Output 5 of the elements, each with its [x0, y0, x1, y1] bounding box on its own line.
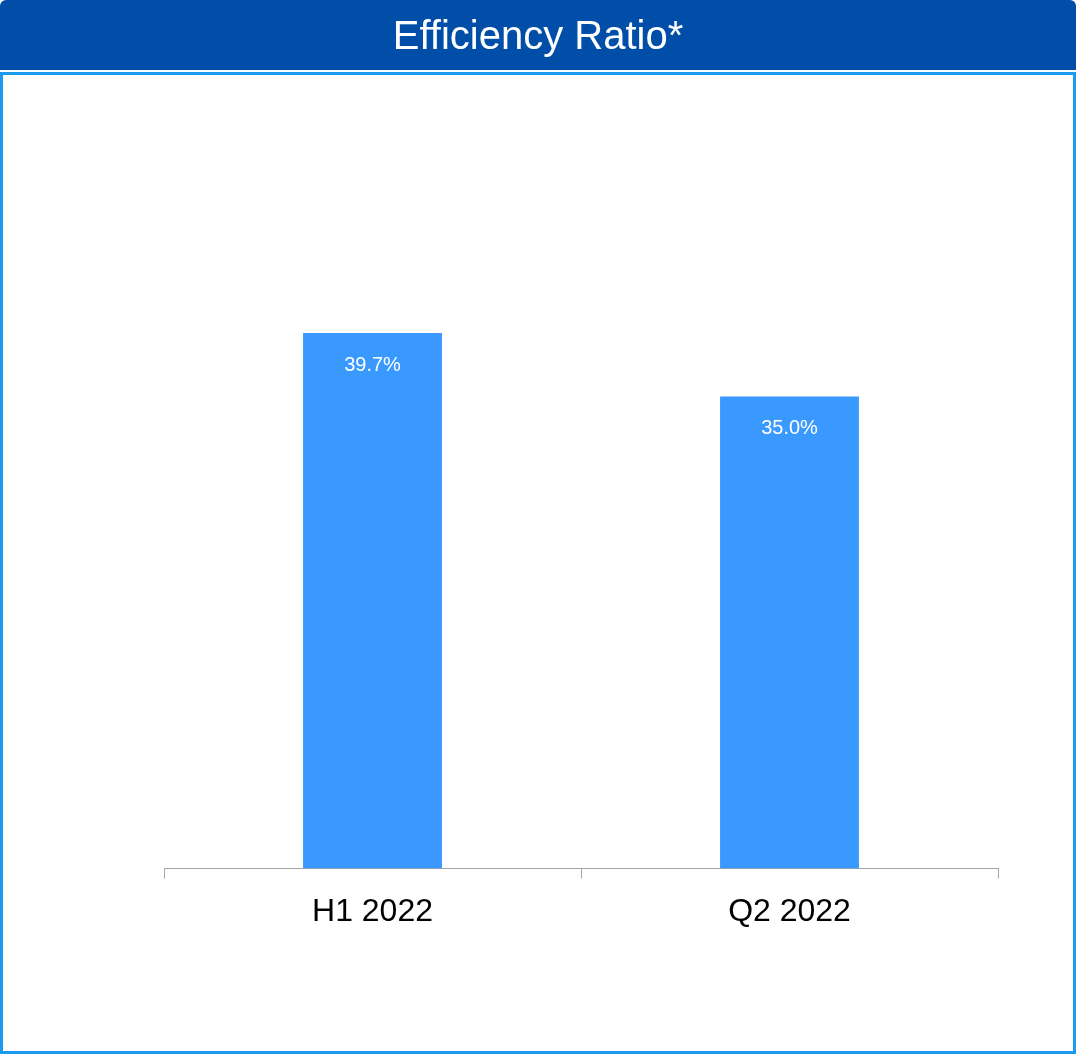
data-label: 39.7% [344, 352, 402, 375]
data-label: 35.0% [761, 415, 819, 438]
x-tick-label: H1 2022 [312, 891, 433, 928]
x-tick-label: Q2 2022 [728, 891, 851, 928]
chart-title: Efficiency Ratio* [392, 12, 684, 58]
